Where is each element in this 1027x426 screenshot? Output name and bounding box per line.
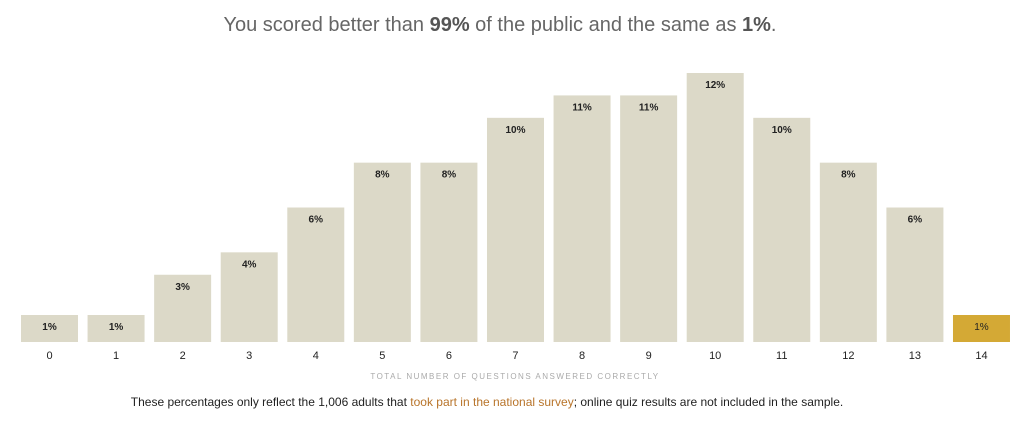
data-label: 11% [639, 102, 659, 113]
x-tick-label: 11 [776, 350, 787, 362]
x-tick-label: 14 [975, 350, 987, 362]
data-label: 1% [109, 322, 124, 333]
x-tick-label: 12 [842, 350, 854, 362]
x-tick-label: 2 [180, 350, 186, 362]
bar-5 [353, 162, 411, 342]
bar-7 [486, 117, 544, 342]
same-as-pct: 1% [742, 14, 771, 36]
result-headline: You scored better than 99% of the public… [0, 14, 1000, 37]
x-tick-label: 4 [313, 350, 319, 362]
x-tick-label: 6 [446, 350, 452, 362]
data-label: 4% [242, 259, 257, 270]
bar-13 [886, 207, 944, 342]
data-label: 1% [42, 322, 57, 333]
x-tick-label: 8 [579, 350, 585, 362]
data-label: 8% [375, 170, 390, 181]
x-tick-label: 9 [646, 350, 652, 362]
footnote-text: ; online quiz results are not included i… [573, 395, 844, 409]
x-tick-label: 0 [46, 350, 52, 362]
x-tick-label: 3 [246, 350, 252, 362]
x-tick-label: 7 [512, 350, 518, 362]
data-label: 1% [974, 322, 989, 333]
data-label: 8% [841, 170, 856, 181]
x-tick-label: 10 [709, 350, 721, 362]
data-label: 12% [705, 80, 725, 91]
survey-link[interactable]: took part in the national survey [410, 395, 574, 409]
bar-1 [87, 315, 145, 342]
bar-6 [420, 162, 478, 342]
data-label: 3% [175, 282, 190, 293]
x-tick-label: 5 [379, 350, 385, 362]
headline-text: . [770, 14, 777, 36]
bar-4 [287, 207, 345, 342]
data-label: 11% [572, 102, 592, 113]
headline-text: of the public and the same as [469, 14, 743, 36]
bar-14 [952, 315, 1010, 342]
data-label: 8% [442, 170, 457, 181]
x-tick-label: 1 [113, 350, 119, 362]
bar-11 [753, 117, 811, 342]
bar-3 [220, 252, 278, 342]
headline-text: You scored better than [223, 14, 430, 36]
bar-12 [819, 162, 877, 342]
x-tick-label: 13 [909, 350, 921, 362]
score-distribution-chart: 1% 0 1% 1 3% 2 4% 3 6% 4 8% 5 8% 6 10% 7 11% 8 11% 9 12% 10 10… [21, 73, 1010, 362]
data-label: 10% [505, 125, 525, 136]
data-label: 6% [309, 215, 324, 226]
footnote: These percentages only reflect the 1,006… [0, 395, 974, 409]
data-label: 6% [908, 215, 923, 226]
bar-10 [686, 73, 744, 342]
bar-2 [154, 274, 212, 342]
footnote-text: These percentages only reflect the 1,006… [130, 395, 411, 409]
data-label: 10% [772, 125, 792, 136]
bar-9 [620, 95, 678, 343]
x-axis-label: TOTAL NUMBER OF QUESTIONS ANSWERED CORRE… [370, 372, 660, 381]
bar-8 [553, 95, 611, 343]
better-than-pct: 99% [429, 14, 470, 36]
bar-0 [21, 315, 78, 342]
